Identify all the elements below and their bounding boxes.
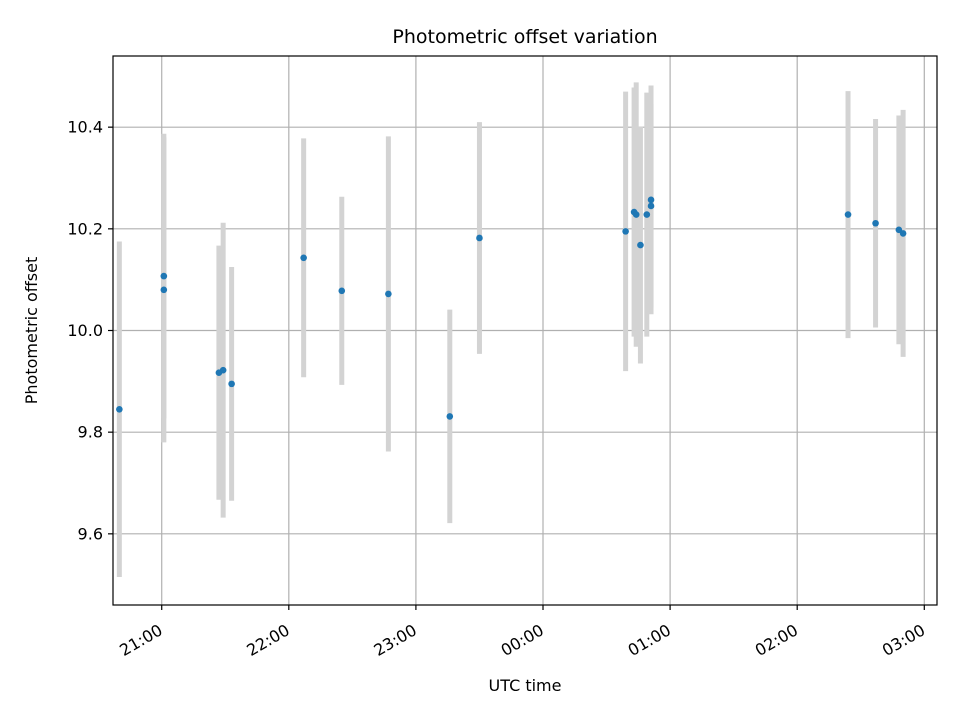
data-point [116,405,123,413]
y-tick-label: 10.2 [67,219,103,238]
data-point [844,211,852,218]
data-point [338,287,346,295]
data-point [647,196,655,204]
data-point [160,286,168,294]
data-point [228,380,235,388]
grid [113,56,937,605]
y-tick-label: 9.6 [78,524,103,543]
y-axis-title: Photometric offset [22,257,41,405]
chart-title: Photometric offset variation [392,26,657,48]
y-tick-label: 9.8 [78,423,103,442]
y-tick-label: 10.4 [67,118,103,137]
data-point [476,234,483,242]
data-point [622,228,629,235]
data-point [385,290,392,298]
data-points [116,196,907,420]
data-point [300,254,307,262]
data-point [632,211,640,218]
y-axis: 9.6 9.8 10.0 10.2 10.4 [67,118,113,543]
data-point [219,366,227,374]
data-point [647,202,655,210]
x-axis-title: UTC time [489,676,562,695]
y-tick-label: 10.0 [67,321,103,340]
data-point [637,241,644,249]
data-point [446,413,454,420]
data-point [899,230,907,237]
data-point [160,272,168,280]
data-point [872,219,879,227]
data-point [643,211,651,218]
